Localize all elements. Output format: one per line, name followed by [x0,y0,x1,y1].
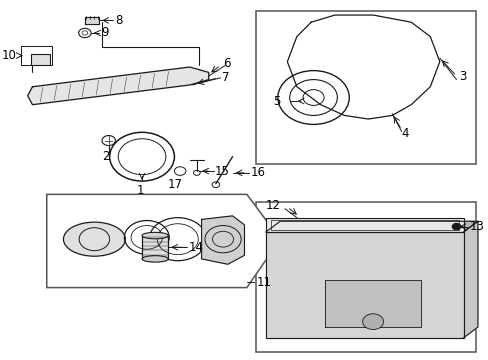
Text: 2: 2 [102,150,110,163]
Text: 13: 13 [469,220,484,233]
Bar [265,218,463,232]
Text: 1: 1 [137,184,144,197]
Polygon shape [28,67,208,105]
Bar [142,235,168,259]
Ellipse shape [142,256,168,262]
Text: 5: 5 [272,95,280,108]
Text: 7: 7 [222,71,229,84]
Polygon shape [325,280,420,327]
Text: 8: 8 [115,14,122,27]
Ellipse shape [142,232,168,239]
Bar [270,220,458,230]
Bar [256,202,474,352]
Polygon shape [47,194,280,288]
Text: 4: 4 [401,127,408,140]
Text: 17: 17 [167,178,183,191]
Text: 3: 3 [458,69,465,82]
Bar [256,12,474,164]
Text: 10: 10 [2,49,17,62]
Text: 15: 15 [215,165,229,177]
Polygon shape [265,221,477,232]
Polygon shape [463,221,477,338]
Polygon shape [201,216,244,264]
Text: 16: 16 [250,166,265,179]
Text: 6: 6 [223,57,230,70]
Text: 9: 9 [102,27,109,40]
Text: 12: 12 [264,199,280,212]
Ellipse shape [63,222,125,256]
Circle shape [362,314,383,329]
Text: 14: 14 [188,241,203,254]
Circle shape [451,224,460,230]
Polygon shape [85,17,99,24]
Polygon shape [265,232,463,338]
Bar [31,54,50,65]
Text: 11: 11 [256,276,271,289]
